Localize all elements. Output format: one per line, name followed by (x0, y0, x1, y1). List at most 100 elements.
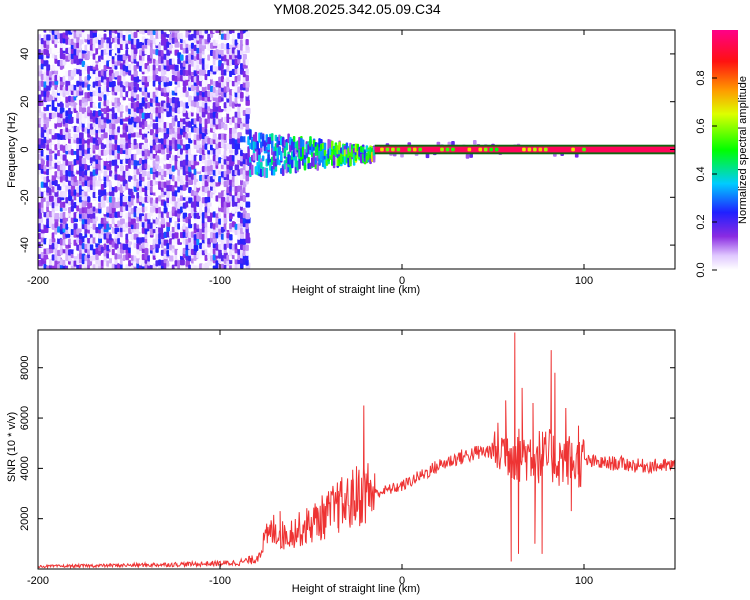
spectrogram-cell (38, 248, 42, 255)
spectrogram-cell (141, 45, 145, 52)
spectrogram-cell (240, 243, 244, 250)
spectrogram-cell (92, 81, 96, 88)
spectrogram-cell (193, 101, 197, 108)
spectrogram-cell (125, 65, 129, 73)
spectrogram-cell (78, 264, 83, 269)
spectrogram-cell (48, 154, 53, 162)
spectrogram-cell (155, 39, 160, 46)
spectrogram-cell (207, 159, 213, 167)
spectrogram-cell (158, 65, 162, 72)
spectrogram-cell (70, 222, 74, 230)
spectrogram-cell (65, 201, 69, 209)
spectrogram-cell (73, 42, 77, 49)
spectrogram-cell (89, 255, 93, 262)
spectrogram-cell (147, 39, 151, 46)
spectrogram-cell (125, 243, 129, 250)
spectrogram-cell (89, 85, 94, 92)
spectrogram-cell (494, 147, 499, 152)
spectrogram-cell (212, 86, 217, 93)
spectrogram-cell (111, 248, 115, 256)
spectrogram-cell (163, 122, 167, 129)
spectrogram-cell (193, 234, 197, 241)
spectrogram-cell (199, 127, 203, 134)
spectrogram-cell (220, 206, 225, 213)
spectrogram-cell (185, 154, 189, 161)
spectrogram-cell (171, 117, 176, 124)
spectrogram-cell (133, 65, 137, 72)
spectrogram-cell (57, 232, 61, 239)
spectrogram-cell (174, 115, 178, 122)
spectrogram-cell (204, 91, 208, 98)
spectrogram-cell (152, 64, 156, 71)
spectrogram-cell (229, 94, 233, 101)
spectrogram-cell (125, 91, 129, 98)
spectrogram-cell (114, 112, 118, 120)
spectrogram-cell (237, 136, 241, 144)
spectrogram-cell (108, 160, 112, 167)
spectrogram-cell (117, 220, 121, 227)
spectrogram-cell (68, 74, 72, 82)
spectrogram-cell (267, 142, 270, 151)
spectrogram-cell (147, 150, 151, 157)
spectrogram-cell (117, 75, 122, 82)
spectrogram-cell (149, 180, 154, 187)
spectrogram-cell (133, 38, 137, 45)
spectrogram-cell (155, 163, 159, 170)
spectrogram-cell (111, 123, 116, 130)
spectrogram-cell (78, 243, 83, 251)
spectrogram-cell (133, 111, 137, 118)
spectrogram-cell (196, 205, 200, 212)
spectrogram-cell (128, 195, 132, 202)
spectrogram-cell (245, 99, 250, 106)
spectrogram-cell (43, 71, 47, 78)
spectrogram-cell (48, 128, 52, 135)
spectrogram-cell (215, 49, 219, 56)
spectrogram-cell (114, 97, 118, 104)
spectrogram-cell (59, 52, 64, 60)
spectrogram-cell (543, 147, 548, 152)
spectrogram-cell (245, 249, 249, 256)
spectrogram-cell (199, 242, 203, 249)
spectrogram-cell (40, 196, 46, 203)
spectrogram-cell (185, 125, 189, 133)
spectrogram-cell (87, 33, 91, 40)
spectrogram-cell (111, 128, 115, 136)
spectrogram-cell (70, 105, 74, 112)
spectrogram-cell (201, 101, 206, 108)
spectrogram-cell (571, 147, 575, 152)
spectrogram-cell (234, 243, 239, 250)
spectrogram-cell (185, 91, 189, 98)
spectrogram-cell (204, 254, 208, 261)
spectrogram-cell (43, 201, 47, 209)
spectrogram-cell (188, 186, 192, 194)
spectrogram-cell (158, 200, 162, 207)
spectrogram-cell (62, 253, 67, 261)
spectrogram-cell (38, 65, 42, 72)
spectrogram-cell (158, 252, 162, 260)
spectrogram-cell (155, 67, 159, 75)
spectrogram-cell (467, 147, 472, 152)
spectrogram-cell (70, 116, 74, 124)
spectrogram-cell (240, 92, 244, 99)
spectrogram-cell (245, 59, 249, 66)
spectrogram-cell (92, 248, 96, 255)
spectrogram-cell (62, 139, 66, 146)
spectrogram-cell (196, 75, 200, 82)
spectrogram-cell (190, 158, 195, 166)
spectrogram-cell (292, 136, 296, 142)
x-tick-label: -100 (209, 275, 231, 287)
spectrogram-cell (103, 243, 107, 250)
spectrogram-cell (152, 165, 156, 173)
spectrogram-cell (220, 263, 224, 269)
spectrogram-cell (234, 213, 239, 220)
spectrogram-cell (229, 173, 233, 180)
spectrogram-cell (128, 221, 132, 228)
spectrogram-cell (285, 142, 289, 150)
spectrogram-cell (196, 34, 200, 41)
spectrogram-cell (73, 223, 78, 230)
spectrogram-cell (62, 191, 68, 198)
spectrogram-cell (43, 181, 48, 188)
spectrogram-cell (229, 222, 233, 230)
spectrogram-cell (111, 206, 116, 214)
spectrogram-cell (111, 113, 116, 120)
